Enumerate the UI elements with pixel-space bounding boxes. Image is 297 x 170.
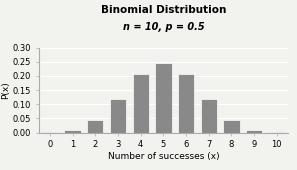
X-axis label: Number of successes (x): Number of successes (x) xyxy=(108,152,219,161)
Bar xyxy=(132,74,149,133)
Bar xyxy=(223,120,240,133)
Bar xyxy=(246,130,262,133)
Bar xyxy=(64,130,81,133)
Bar xyxy=(268,132,285,133)
Bar xyxy=(178,74,194,133)
Bar xyxy=(87,120,103,133)
Text: Binomial Distribution: Binomial Distribution xyxy=(101,5,226,15)
Bar xyxy=(200,99,217,133)
Bar xyxy=(155,63,171,133)
Text: n = 10, p = 0.5: n = 10, p = 0.5 xyxy=(123,22,204,32)
Bar xyxy=(110,99,126,133)
Y-axis label: P(x): P(x) xyxy=(1,81,10,99)
Bar xyxy=(42,132,58,133)
